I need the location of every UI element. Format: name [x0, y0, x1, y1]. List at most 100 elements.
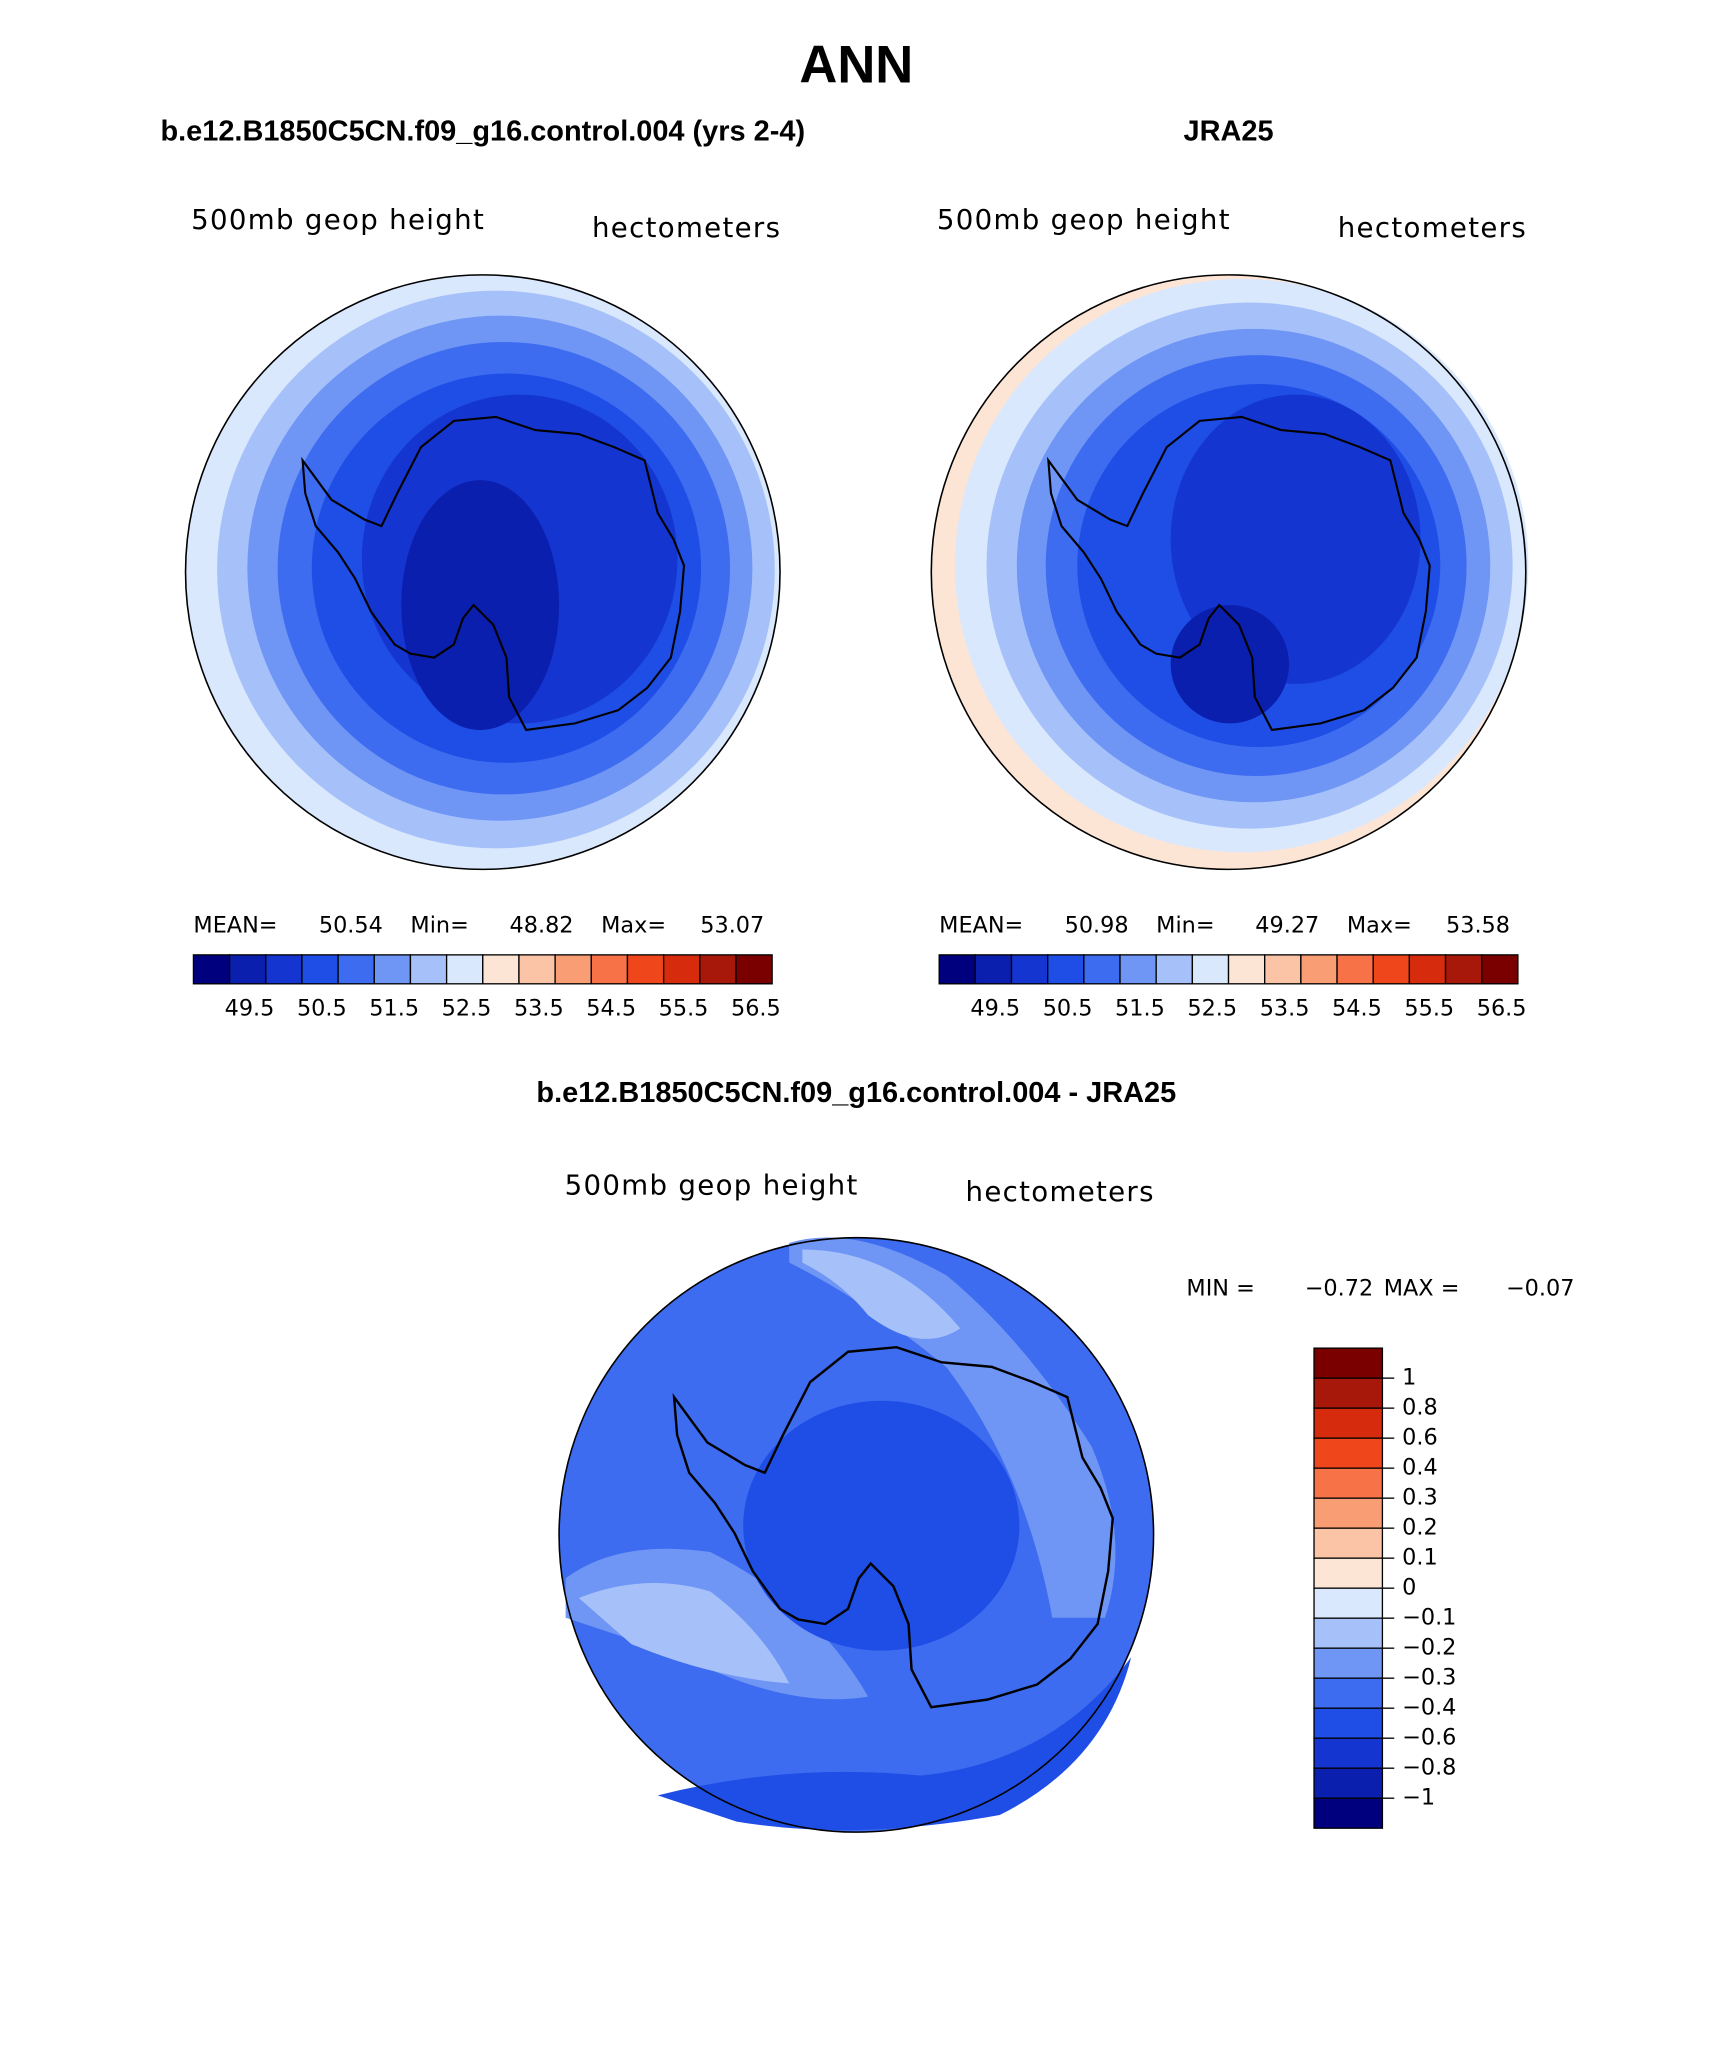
colorbar-label: 0.6	[1402, 1425, 1438, 1451]
main-title: ANN	[799, 35, 913, 94]
colorbar-box	[554, 954, 592, 985]
stat-value: 50.54	[319, 912, 383, 938]
stat-label: Min=	[410, 912, 468, 938]
colorbar-box	[373, 954, 412, 985]
units-label: hectometers	[1338, 211, 1527, 244]
map	[930, 274, 1529, 871]
map	[184, 274, 781, 871]
colorbar-box	[1336, 954, 1374, 985]
colorbar-box	[1313, 1497, 1384, 1529]
colorbar-box	[1372, 954, 1411, 985]
colorbar-box	[1313, 1467, 1384, 1499]
colorbar-label: 49.5	[225, 995, 275, 1021]
colorbar-label: 0.4	[1402, 1455, 1438, 1481]
colorbar-box	[1227, 954, 1266, 985]
stat-label: Max=	[1347, 912, 1412, 938]
colorbar-box	[265, 954, 303, 985]
panel-title: JRA25	[1184, 115, 1274, 147]
stat-label: MIN =	[1186, 1275, 1254, 1301]
colorbar-box	[1313, 1587, 1384, 1619]
stat-label: Max=	[601, 912, 666, 938]
colorbar-label: −0.6	[1402, 1725, 1456, 1751]
colorbar-label: 52.5	[442, 995, 492, 1021]
colorbar-box	[626, 954, 665, 985]
colorbar-label: −0.8	[1402, 1755, 1456, 1781]
field-label: 500mb geop height	[565, 1168, 859, 1201]
colorbar-label: 49.5	[970, 995, 1020, 1021]
colorbar-label: 50.5	[1043, 995, 1093, 1021]
colorbar-box	[1119, 954, 1157, 985]
panel-title: b.e12.B1850C5CN.f09_g16.control.004 (yrs…	[160, 115, 805, 147]
colorbar-label: 1	[1402, 1365, 1416, 1391]
colorbar-box	[482, 954, 520, 985]
colorbar-label: 55.5	[1404, 995, 1454, 1021]
colorbar-label: 53.5	[1260, 995, 1310, 1021]
map	[558, 1236, 1155, 1833]
colorbar-label: 0	[1402, 1575, 1416, 1601]
colorbar-box	[1313, 1437, 1384, 1469]
units-label: hectometers	[966, 1175, 1155, 1208]
colorbar-label: 50.5	[297, 995, 347, 1021]
colorbar-label: 0.1	[1402, 1545, 1438, 1571]
colorbar-label: 52.5	[1187, 995, 1237, 1021]
colorbar-label: 56.5	[1477, 995, 1527, 1021]
colorbar-box	[1313, 1737, 1384, 1769]
colorbar-box	[735, 954, 773, 985]
stat-value: 48.82	[510, 912, 574, 938]
colorbar-box	[1010, 954, 1049, 985]
stat-value: 53.58	[1446, 912, 1510, 938]
colorbar-label: −1	[1402, 1785, 1435, 1811]
stat-value: 50.98	[1065, 912, 1129, 938]
colorbar-box	[1313, 1677, 1384, 1709]
colorbar-label: 55.5	[659, 995, 709, 1021]
stat-value: −0.07	[1506, 1275, 1574, 1301]
colorbar-label: 51.5	[1115, 995, 1165, 1021]
colorbar-box	[1313, 1707, 1384, 1739]
colorbar-box	[192, 954, 231, 985]
stat-label: MEAN=	[939, 912, 1023, 938]
colorbar-box	[445, 954, 484, 985]
colorbar-box	[301, 954, 339, 985]
colorbar-box	[518, 954, 556, 985]
stat-label: MAX =	[1384, 1275, 1460, 1301]
stat-label: MEAN=	[193, 912, 277, 938]
colorbar-box	[409, 954, 448, 985]
colorbar-box	[1047, 954, 1085, 985]
colorbar-box	[1313, 1527, 1384, 1559]
colorbar-box	[1313, 1647, 1384, 1679]
stat-value: −0.72	[1305, 1275, 1373, 1301]
colorbar-box	[1481, 954, 1519, 985]
colorbar-box	[1313, 1377, 1384, 1409]
colorbar-box	[1191, 954, 1230, 985]
stat-value: 49.27	[1255, 912, 1319, 938]
field-label: 500mb geop height	[191, 203, 485, 236]
colorbar-box	[1313, 1617, 1384, 1649]
colorbar-label: −0.2	[1402, 1635, 1456, 1661]
colorbar-box	[662, 954, 701, 985]
colorbar-box	[228, 954, 267, 985]
colorbar-box	[974, 954, 1013, 985]
stat-label: Min=	[1156, 912, 1214, 938]
colorbar-box	[1313, 1767, 1384, 1799]
colorbar-box	[1155, 954, 1194, 985]
colorbar-box	[1313, 1407, 1384, 1439]
colorbar-label: 51.5	[369, 995, 419, 1021]
colorbar-box	[1408, 954, 1447, 985]
colorbar-box	[1313, 1347, 1384, 1379]
colorbar-box	[1300, 954, 1338, 985]
colorbar-box	[1313, 1797, 1384, 1829]
colorbar-label: 54.5	[1332, 995, 1382, 1021]
colorbar-box	[1083, 954, 1121, 985]
colorbar-label: 0.2	[1402, 1515, 1438, 1541]
colorbar-box	[1444, 954, 1483, 985]
colorbar-box	[699, 954, 737, 985]
colorbar-box	[1313, 1557, 1384, 1589]
colorbar-label: −0.4	[1402, 1695, 1456, 1721]
colorbar-box	[1264, 954, 1302, 985]
colorbar-label: 0.8	[1402, 1395, 1438, 1421]
colorbar-label: 0.3	[1402, 1485, 1438, 1511]
units-label: hectometers	[592, 211, 781, 244]
colorbar-label: −0.1	[1402, 1605, 1456, 1631]
stat-value: 53.07	[700, 912, 764, 938]
